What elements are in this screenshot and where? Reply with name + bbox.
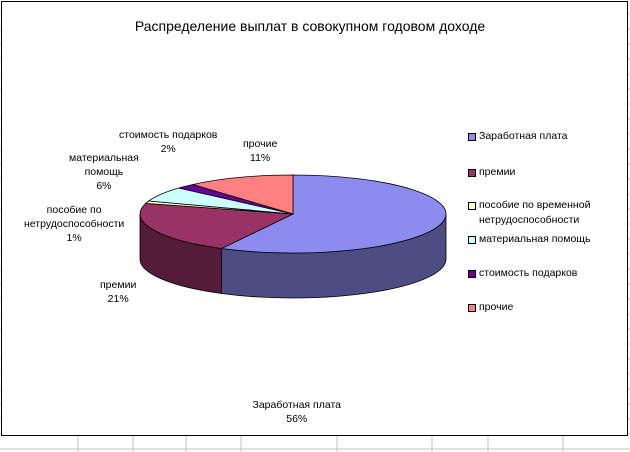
data-label-text: прочие [243,138,278,150]
data-label-5: стоимость подарков 2% [119,128,217,156]
legend-label-line: прочие [479,301,514,313]
data-label-value: 21% [107,293,129,305]
data-label-text: пособие по [46,204,102,216]
legend-swatch [468,133,476,141]
data-label-3: пособие по нетрудоспособности 1% [24,203,124,245]
legend-label: Заработная плата [479,129,568,144]
legend-swatch [468,202,476,210]
data-label-text: материальная [69,152,139,164]
pie-slice-1[interactable] [220,174,447,254]
legend-label-line: Заработная плата [479,130,568,142]
legend-label-line: материальная помощь [479,233,591,245]
data-label-text: помощь [84,166,124,178]
legend-label-line: премии [479,166,516,178]
legend-label-line: пособие по временной [479,199,591,211]
data-label-text: премии [100,279,137,291]
legend-swatch [468,304,476,312]
data-label-value: 6% [96,180,112,192]
data-label-value: 56% [286,413,308,425]
pie-top-faces [139,174,447,254]
data-label-1: Заработная плата 56% [253,398,342,426]
pie-chart-3d [139,174,447,299]
legend-swatch [468,169,476,177]
legend-label: стоимость подарков [479,266,577,281]
chart-area[interactable]: Распределение выплат в совокупном годово… [1,1,628,436]
data-label-value: 11% [250,152,271,164]
legend-label: материальная помощь [479,232,590,247]
data-label-2: премии 21% [100,278,136,306]
legend-swatch [468,236,476,244]
legend-label: прочие [479,300,513,315]
data-label-text: Заработная плата [252,399,342,411]
data-label-text: нетрудоспособности [24,218,125,230]
chart-title: Распределение выплат в совокупном годово… [134,18,486,34]
pie-slice-6[interactable] [192,174,294,215]
legend-label: пособие по временной нетрудоспособности [479,198,590,228]
data-label-4: материальная помощь 6% [69,151,139,193]
legend-label-line: нетрудоспособности [479,214,580,226]
legend-swatch [468,270,476,278]
data-label-value: 1% [66,232,82,244]
data-label-6: прочие 11% [243,137,277,165]
data-label-value: 2% [160,143,176,155]
legend-label-line: стоимость подарков [479,267,578,279]
pie-slice-2[interactable] [139,202,295,249]
legend-label: премии [479,165,515,180]
data-label-text: стоимость подарков [119,129,218,141]
